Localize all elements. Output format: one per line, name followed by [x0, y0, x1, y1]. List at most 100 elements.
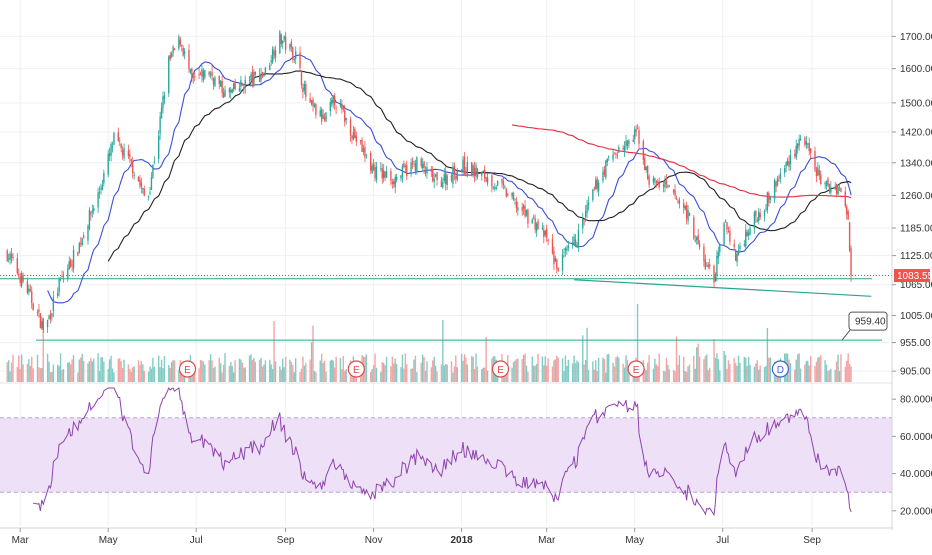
- candle-body: [496, 180, 499, 186]
- volume-bar: [527, 371, 529, 382]
- candle-body: [563, 251, 565, 253]
- volume-bar: [143, 371, 145, 382]
- candle-body: [574, 239, 577, 248]
- candle-body: [273, 50, 275, 56]
- event-marker[interactable]: E: [347, 360, 365, 378]
- volume-bar: [472, 356, 474, 382]
- volume-bar: [212, 367, 215, 382]
- volume-bar: [325, 371, 327, 382]
- candle-body: [240, 80, 242, 87]
- candle-body: [592, 189, 594, 200]
- volume-bar: [430, 367, 432, 382]
- volume-bar: [335, 356, 337, 382]
- volume-bar: [192, 372, 194, 382]
- candle-body: [547, 239, 549, 241]
- candle-body: [502, 181, 505, 186]
- candle-body: [162, 96, 164, 109]
- candle-body: [344, 110, 346, 122]
- event-marker[interactable]: E: [627, 360, 645, 378]
- level-callout-box: [848, 311, 888, 331]
- volume-bar: [707, 370, 709, 382]
- event-marker[interactable]: E: [491, 360, 510, 378]
- volume-bar: [120, 361, 122, 382]
- volume-bar: [688, 364, 691, 382]
- volume-bar: [566, 365, 568, 382]
- volume-bar: [664, 371, 666, 382]
- level-callout[interactable]: 959.40: [841, 311, 888, 341]
- time-tick-label: Mar: [538, 535, 556, 546]
- volume-bar: [300, 368, 303, 382]
- candle-body: [737, 250, 740, 255]
- candle-body: [423, 161, 425, 168]
- volume-bar: [657, 366, 659, 382]
- horizontal-levels[interactable]: [0, 275, 892, 341]
- candle-body: [593, 187, 595, 189]
- candle-body: [577, 229, 580, 248]
- candle-body: [67, 268, 69, 279]
- candle-body: [212, 77, 215, 85]
- volume-bar: [753, 366, 756, 382]
- volume-bar: [473, 369, 476, 382]
- volume-bar: [87, 363, 89, 382]
- candle-body: [31, 291, 33, 303]
- candle-body: [349, 119, 352, 136]
- candle-body: [753, 212, 756, 229]
- candle-body: [42, 318, 44, 330]
- volume-bar: [706, 354, 708, 382]
- candle-body: [541, 227, 544, 229]
- candle-body: [103, 173, 105, 184]
- candle-body: [537, 220, 539, 229]
- volume-bar: [9, 371, 11, 382]
- candle-body: [476, 168, 479, 178]
- volume-bar: [263, 364, 265, 382]
- candle-body: [310, 100, 313, 105]
- volume-bar: [424, 370, 427, 382]
- candle-body: [117, 132, 119, 142]
- candle-body: [521, 207, 523, 211]
- volume-bar: [123, 359, 125, 382]
- candle-body: [384, 171, 386, 178]
- candle-body: [763, 210, 766, 217]
- volume-bar: [240, 359, 242, 382]
- candle-body: [844, 191, 846, 206]
- volume-bar: [292, 365, 294, 382]
- candle-body: [684, 205, 686, 210]
- volume-bar: [371, 369, 373, 382]
- volume-bar: [547, 358, 549, 382]
- volume-bar: [251, 360, 254, 382]
- candle-body: [706, 265, 708, 267]
- volume-bar: [423, 357, 425, 382]
- trendline[interactable]: [574, 279, 872, 297]
- volume-bar: [460, 353, 463, 382]
- candle-body: [354, 128, 356, 139]
- volume-bar: [456, 367, 458, 382]
- volume-bar: [593, 369, 595, 382]
- volume-bar: [655, 364, 658, 382]
- volume-bar: [88, 361, 91, 382]
- volume-bar: [264, 360, 267, 382]
- candle-body: [28, 288, 30, 293]
- volume-bar: [67, 362, 69, 382]
- volume-bar: [763, 367, 766, 382]
- volume-bar: [20, 354, 23, 382]
- volume-bar: [132, 367, 134, 382]
- volume-bar: [289, 359, 291, 382]
- event-marker[interactable]: E: [178, 360, 197, 378]
- candle-body: [168, 56, 170, 94]
- volume-bar: [596, 371, 598, 382]
- volume-bar: [19, 368, 21, 382]
- candle-body: [97, 192, 99, 208]
- candle-body: [687, 210, 689, 221]
- volume-bar: [434, 365, 437, 382]
- event-marker[interactable]: D: [771, 360, 789, 378]
- candle-body: [413, 160, 415, 163]
- candle-body: [129, 153, 131, 158]
- volume-bar: [756, 360, 758, 382]
- candle-body: [635, 129, 637, 132]
- candle-body: [533, 216, 535, 218]
- candle-body: [264, 67, 267, 73]
- candle-body: [796, 143, 799, 149]
